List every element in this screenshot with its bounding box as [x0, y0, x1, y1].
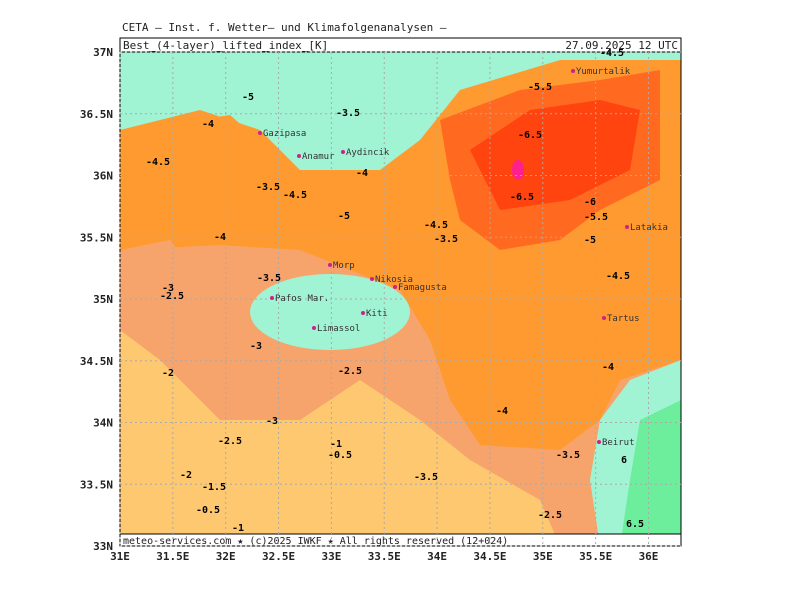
- lon-label: 36E: [639, 550, 659, 563]
- place-label: Kiti: [366, 309, 388, 319]
- contour-label: -3.5: [434, 234, 458, 245]
- lat-label: 33.5N: [80, 478, 113, 491]
- contour-label: -2.5: [160, 291, 184, 302]
- place-label: Pafos Mar.: [275, 294, 329, 304]
- place-label: Aydincik: [346, 148, 390, 158]
- contour-label: -3: [250, 341, 262, 352]
- place-label: Nikosia: [375, 275, 413, 285]
- contour-label: -2: [162, 368, 174, 379]
- place-label: Beirut: [602, 438, 635, 448]
- place-label: Limassol: [317, 324, 360, 334]
- contour-label: -2: [180, 470, 192, 481]
- contour-label: -1: [232, 523, 244, 534]
- lat-label: 36N: [93, 170, 113, 183]
- place-label: Famagusta: [398, 283, 447, 293]
- contour-label: -3: [162, 283, 174, 294]
- place-marker: [571, 69, 575, 73]
- contour-label: -4: [202, 119, 214, 130]
- parameter: Best_(4-layer)_lifted_index_[K]: [123, 39, 328, 52]
- contour-label: -3.5: [257, 273, 281, 284]
- contour-label: -3.5: [336, 108, 360, 119]
- contour-label: -6.5: [518, 130, 542, 141]
- valid-time: 27.09.2025 12 UTC: [565, 39, 678, 52]
- contour-label: -4: [602, 362, 614, 373]
- place-marker: [270, 296, 274, 300]
- lat-label: 33N: [93, 540, 113, 553]
- lat-label: 35.5N: [80, 231, 113, 244]
- lon-label: 31.5E: [156, 550, 189, 563]
- place-marker: [370, 277, 374, 281]
- contour-label: -2.5: [218, 436, 242, 447]
- place-label: Latakia: [630, 223, 668, 233]
- place-marker: [328, 263, 332, 267]
- place-marker: [258, 131, 262, 135]
- footer: meteo-services.com ★ (c)2025 IWKF ★ All …: [123, 536, 508, 547]
- lon-label: 32E: [216, 550, 236, 563]
- place-marker: [393, 285, 397, 289]
- contour-label: -5: [584, 235, 596, 246]
- contour-label: -4: [496, 406, 508, 417]
- place-marker: [361, 311, 365, 315]
- place-marker: [602, 316, 606, 320]
- contour-label: -0.5: [328, 450, 352, 461]
- contour-label: -4.5: [600, 48, 624, 59]
- contour-label: -3.5: [414, 472, 438, 483]
- contour-label: -5: [338, 211, 350, 222]
- contour-label: 6: [621, 455, 627, 466]
- contour-label: -4.5: [606, 271, 630, 282]
- contour-label: -1: [330, 439, 342, 450]
- lat-label: 34N: [93, 417, 113, 430]
- title: CETA – Inst. f. Wetter– und Klimafolgena…: [122, 21, 447, 34]
- contour-label: -3.5: [556, 450, 580, 461]
- contour-label: -6.5: [510, 192, 534, 203]
- contour-label: -4.5: [424, 220, 448, 231]
- contour-label: -2.5: [338, 366, 362, 377]
- place-marker: [597, 440, 601, 444]
- lat-label: 37N: [93, 46, 113, 59]
- lat-label: 34.5N: [80, 355, 113, 368]
- contour-label: -5.5: [584, 212, 608, 223]
- lon-label: 32.5E: [262, 550, 295, 563]
- lon-label: 33E: [321, 550, 341, 563]
- contour-label: 6.5: [626, 519, 644, 530]
- lat-label: 35N: [93, 293, 113, 306]
- contour-label: -3.5: [256, 182, 280, 193]
- contour-label: -0.5: [196, 505, 220, 516]
- contour-label: -2.5: [538, 510, 562, 521]
- contour-label: -4: [356, 168, 368, 179]
- lon-label: 34.5E: [473, 550, 506, 563]
- contour-label: -6: [584, 197, 596, 208]
- place-marker: [341, 150, 345, 154]
- contour-label: -4.5: [283, 190, 307, 201]
- place-label: Morp: [333, 261, 355, 271]
- place-label: Gazipasa: [263, 129, 306, 139]
- place-marker: [297, 154, 301, 158]
- contour-label: -4.5: [146, 157, 170, 168]
- lon-label: 34E: [427, 550, 447, 563]
- place-label: Yumurtalik: [576, 67, 631, 77]
- place-marker: [312, 326, 316, 330]
- contour-label: -1.5: [202, 482, 226, 493]
- contour-label: -4: [214, 232, 226, 243]
- contour-label: -5: [242, 92, 254, 103]
- lon-label: 33.5E: [368, 550, 401, 563]
- lat-label: 36.5N: [80, 108, 113, 121]
- lon-label: 35E: [533, 550, 553, 563]
- lon-label: 31E: [110, 550, 130, 563]
- place-marker: [625, 225, 629, 229]
- contour-label: -5.5: [528, 82, 552, 93]
- contour-label: -3: [266, 416, 278, 427]
- place-label: Anamur: [302, 152, 335, 162]
- place-label: Tartus: [607, 314, 640, 324]
- lon-label: 35.5E: [579, 550, 612, 563]
